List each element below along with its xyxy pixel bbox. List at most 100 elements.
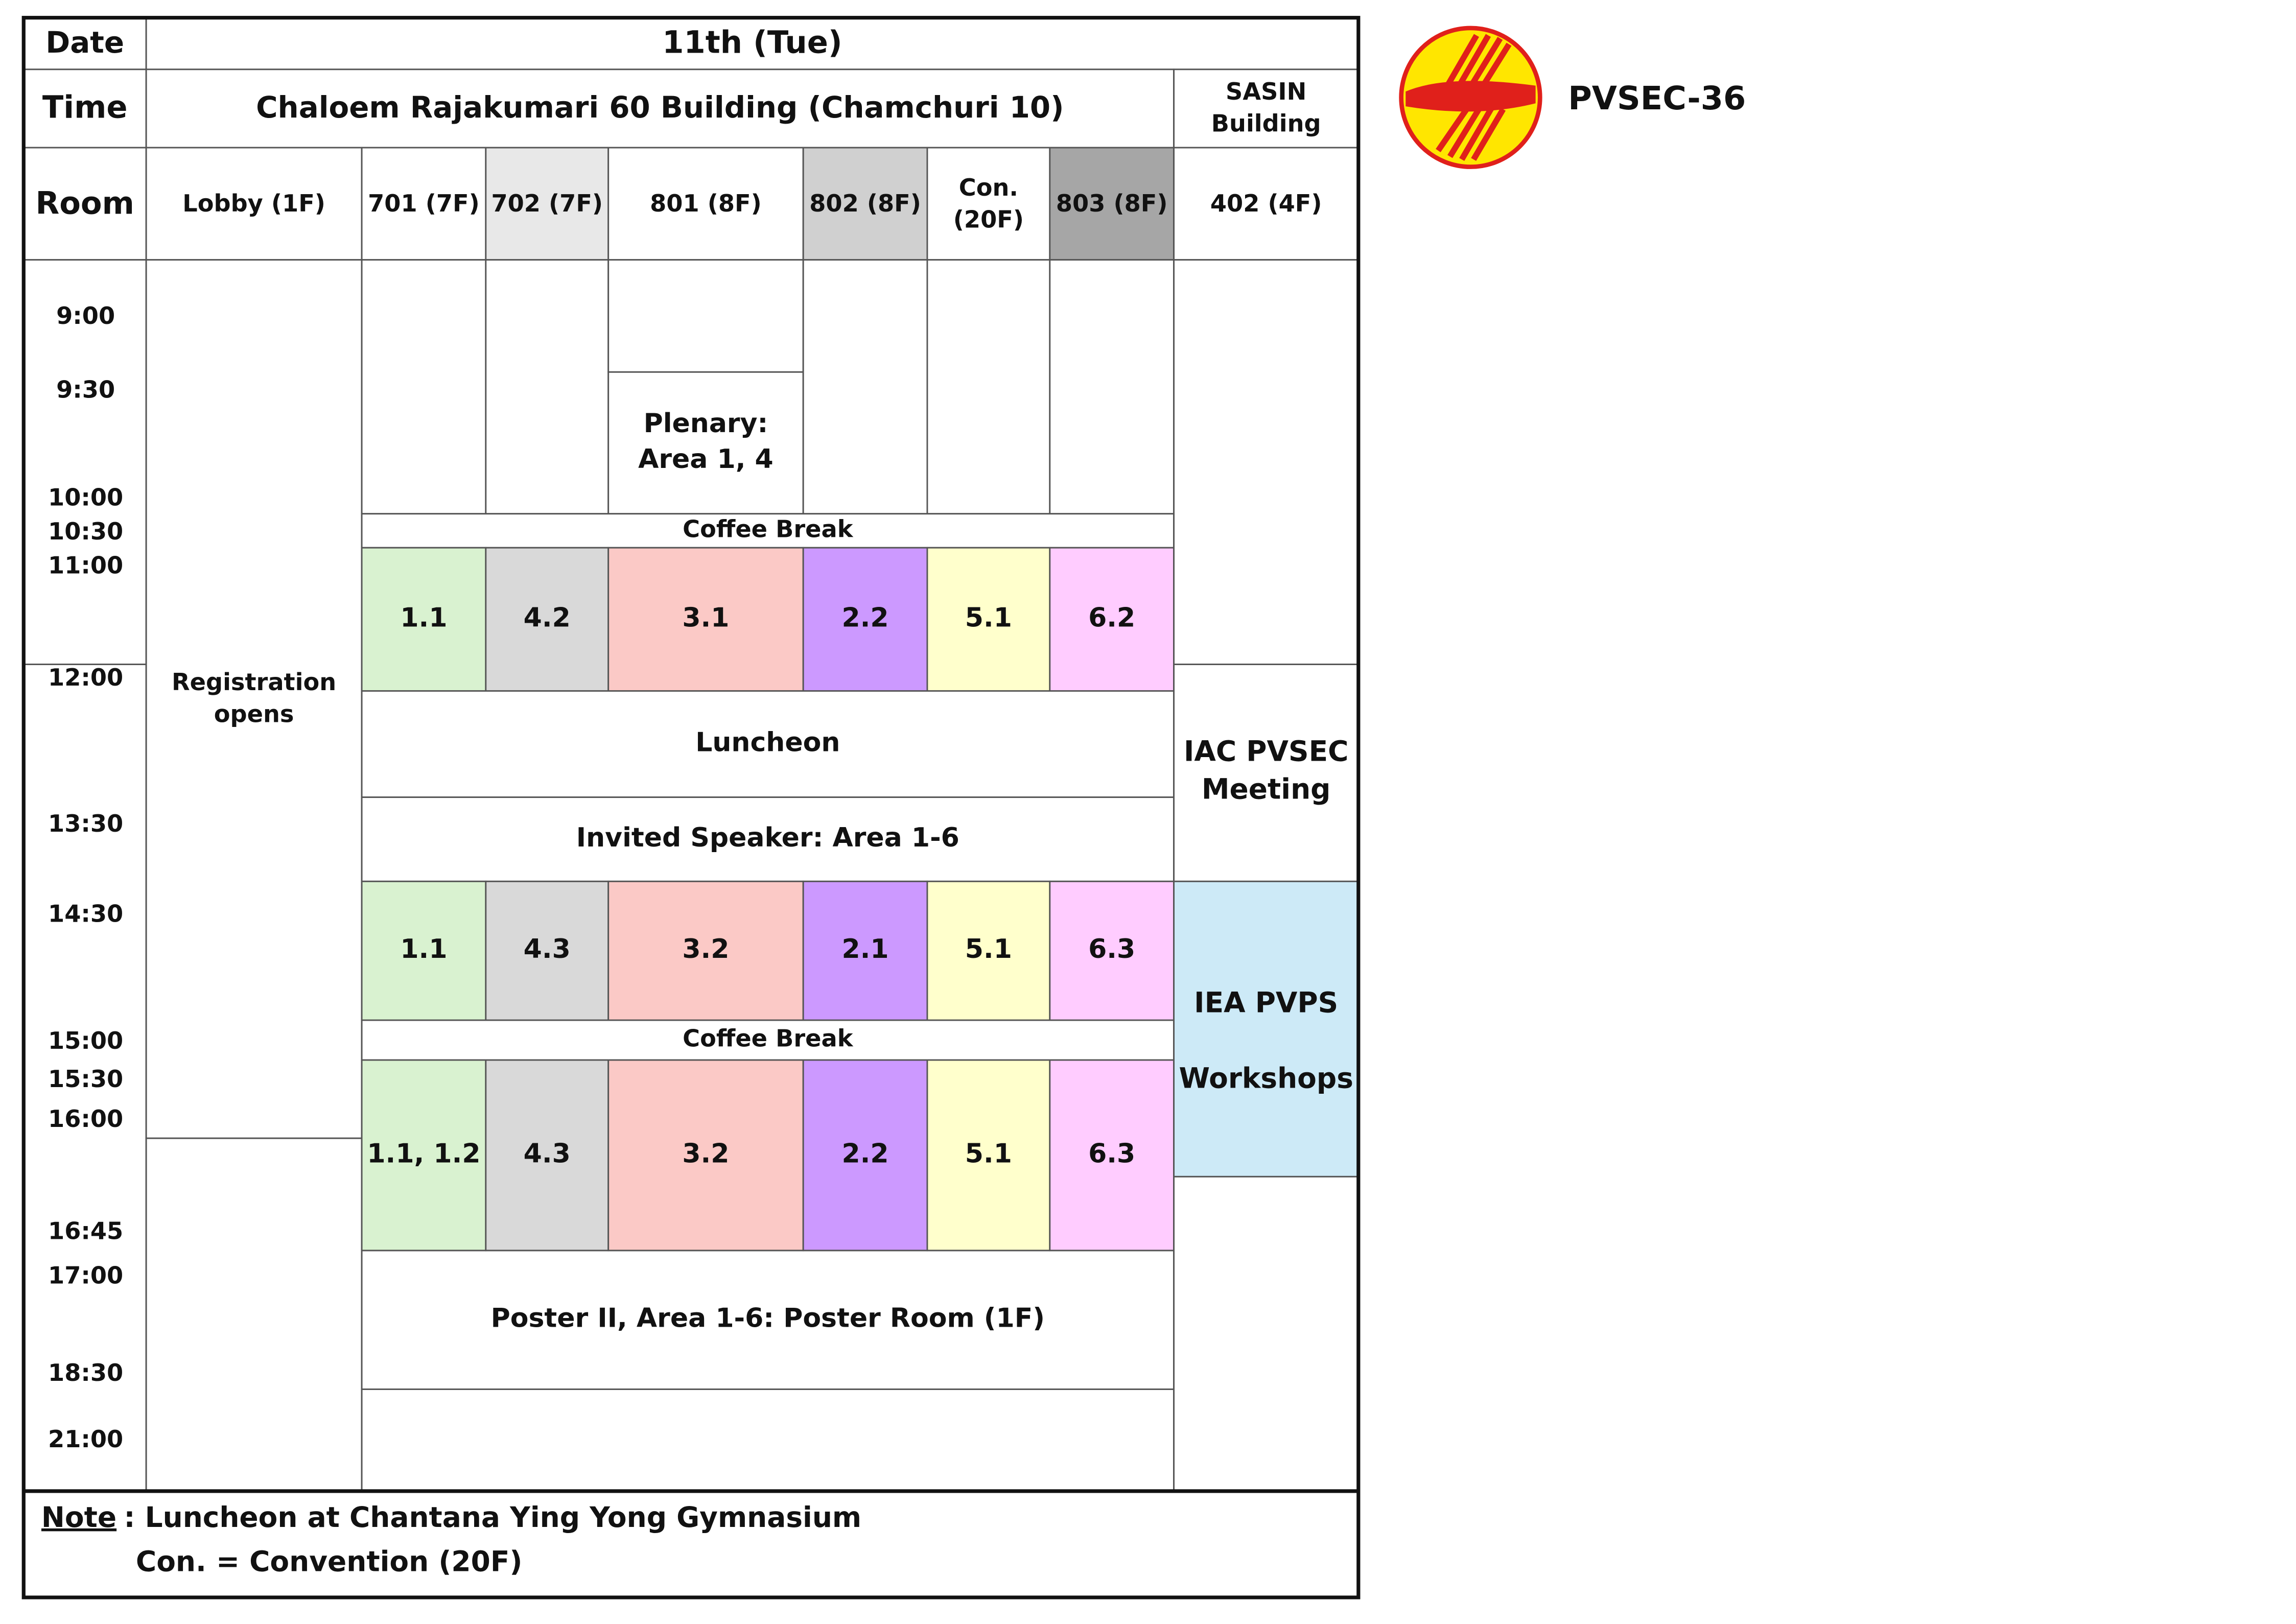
session-cell	[485, 880, 610, 1021]
session-cell	[361, 547, 487, 692]
time-label: 10:30	[48, 517, 123, 545]
building: Chaloem Rajakumari 60 Building (Chamchur…	[256, 90, 1064, 125]
time-cell	[22, 664, 147, 1492]
session-cell	[607, 880, 804, 1021]
room-label: Room	[36, 185, 134, 221]
header-cell	[1173, 68, 1360, 149]
iac-meeting: IAC PVSEC	[1184, 735, 1348, 768]
room-name: Lobby (1F)	[182, 190, 325, 217]
session-cell	[607, 1059, 804, 1252]
session-cell	[485, 547, 610, 692]
time-label: 21:00	[48, 1425, 123, 1453]
session-cell	[802, 880, 928, 1021]
cell	[485, 259, 610, 515]
room-cell	[145, 147, 363, 261]
session: 2.2	[841, 602, 888, 633]
iea-workshops: Workshops	[1179, 1062, 1353, 1095]
session-cell	[802, 547, 928, 692]
cell	[1049, 259, 1175, 515]
logo	[1399, 26, 1542, 169]
coffee-break-cell	[361, 513, 1175, 549]
room-cell	[485, 147, 610, 261]
time-label: 11:00	[48, 551, 123, 579]
session: 6.2	[1088, 602, 1135, 633]
note-line: Con. = Convention (20F)	[136, 1545, 523, 1578]
session: 2.2	[841, 1138, 888, 1169]
room-name: Con.	[959, 174, 1018, 201]
session: 6.3	[1088, 1138, 1135, 1169]
registration: Registration	[172, 668, 336, 696]
room-name: 803 (8F)	[1056, 190, 1168, 217]
session: 2.1	[841, 934, 888, 964]
session: 1.1	[400, 934, 447, 964]
lobby-cell	[145, 1137, 363, 1492]
plenary-cell	[607, 371, 804, 515]
session: 3.2	[682, 934, 729, 964]
session-cell	[926, 880, 1051, 1021]
iea-workshops: IEA PVPS	[1194, 986, 1338, 1019]
time-label: 9:30	[56, 375, 115, 403]
coffee-break: Coffee Break	[683, 515, 854, 543]
date-label: Date	[45, 25, 124, 60]
note-line: : Luncheon at Chantana Ying Yong Gymnasi…	[124, 1501, 862, 1534]
session-cell	[926, 1059, 1051, 1252]
cell	[926, 259, 1051, 515]
time-label: 18:30	[48, 1359, 123, 1386]
room-name: (20F)	[953, 205, 1024, 233]
cell	[1173, 259, 1360, 665]
time-label: 16:00	[48, 1105, 123, 1133]
header-cell	[22, 68, 147, 149]
session-cell	[926, 547, 1051, 692]
session: 1.1	[400, 602, 447, 633]
time-label: 17:00	[48, 1261, 123, 1289]
room-name: 701 (7F)	[368, 190, 480, 217]
room-name: 801 (8F)	[650, 190, 762, 217]
time-label: 15:30	[48, 1065, 123, 1093]
time-label: 16:45	[48, 1217, 123, 1245]
logo-text: PVSEC-36	[1568, 79, 1746, 117]
luncheon: Luncheon	[695, 727, 840, 758]
time-label: 15:00	[48, 1027, 123, 1054]
invited-speaker-cell	[361, 796, 1175, 882]
time-label: 14:30	[48, 900, 123, 927]
time-label: 13:30	[48, 810, 123, 837]
session: 4.2	[524, 602, 571, 633]
room-cell	[607, 147, 804, 261]
session: 1.1, 1.2	[367, 1138, 480, 1169]
invited-speaker: Invited Speaker: Area 1-6	[576, 822, 959, 853]
session-cell	[1049, 880, 1175, 1021]
session: 6.3	[1088, 934, 1135, 964]
note-label: Note	[41, 1501, 116, 1534]
cell	[607, 259, 804, 373]
coffee-break: Coffee Break	[683, 1025, 854, 1052]
room-name: 402 (4F)	[1210, 190, 1322, 217]
time-label: 10:00	[48, 483, 123, 511]
room-name: 802 (8F)	[809, 190, 921, 217]
room-name: 702 (7F)	[491, 190, 603, 217]
plenary: Plenary:	[644, 408, 768, 439]
date: 11th (Tue)	[662, 25, 842, 60]
room-cell	[361, 147, 487, 261]
session-cell	[607, 547, 804, 692]
cell	[802, 259, 928, 515]
room-cell	[802, 147, 928, 261]
session: 3.1	[682, 602, 729, 633]
plenary: Area 1, 4	[638, 444, 774, 475]
room-cell	[926, 147, 1051, 261]
poster-cell	[361, 1250, 1175, 1390]
cell	[1173, 1175, 1360, 1492]
session-cell	[485, 1059, 610, 1252]
iea-cell	[1173, 880, 1360, 1178]
room-cell	[1049, 147, 1175, 261]
lobby-cell	[145, 259, 363, 1139]
session: 4.3	[524, 934, 571, 964]
logo-swoosh	[1405, 81, 1536, 112]
session-cell	[1049, 547, 1175, 692]
empty-cell	[361, 1388, 1175, 1492]
session-cell	[361, 880, 487, 1021]
session-cell	[361, 1059, 487, 1252]
session: 4.3	[524, 1138, 571, 1169]
time-label: 12:00	[48, 664, 123, 691]
session: 5.1	[965, 602, 1012, 633]
